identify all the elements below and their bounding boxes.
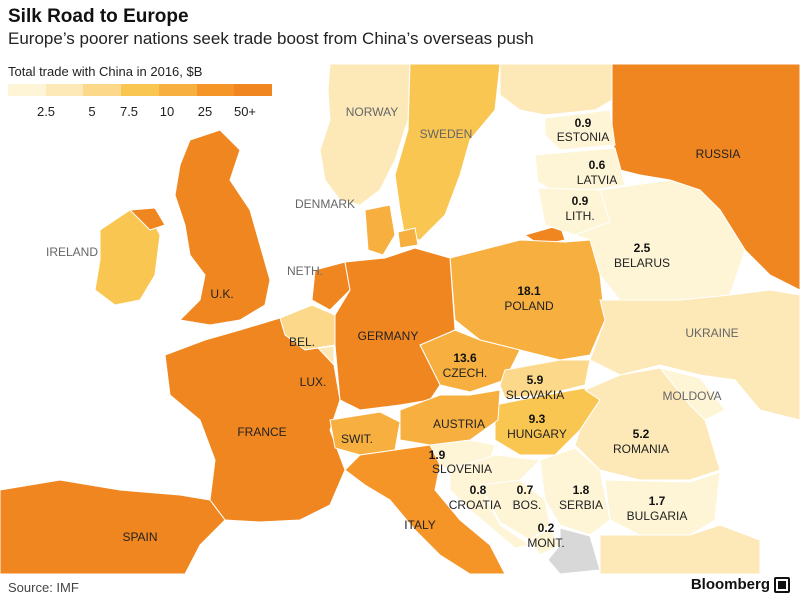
value-bulgaria: 1.7 [649, 494, 666, 508]
label-romania: ROMANIA [613, 442, 669, 456]
region-sweden [394, 64, 501, 241]
region-spain [0, 479, 226, 574]
value-romania: 5.2 [633, 427, 650, 441]
region-netherlands [311, 261, 351, 311]
region-romania [574, 367, 721, 481]
label-netherlands: NETH. [287, 264, 323, 278]
label-slovakia: SLOVAKIA [506, 388, 564, 402]
legend-tick: 10 [159, 104, 175, 119]
label-norway: NORWAY [346, 105, 398, 119]
legend-swatch [234, 84, 273, 96]
region-france [164, 317, 346, 523]
label-latvia: LATVIA [577, 173, 617, 187]
value-lithuania: 0.9 [572, 194, 589, 208]
value-hungary: 9.3 [529, 412, 546, 426]
legend-tick: 25 [197, 104, 213, 119]
label-hungary: HUNGARY [507, 427, 567, 441]
region-uk [174, 129, 271, 326]
region-balkans-south [599, 524, 761, 574]
value-montenegro: 0.2 [538, 521, 555, 535]
value-croatia: 0.8 [470, 483, 487, 497]
legend-tick: 2.5 [36, 104, 56, 119]
brand-name: Bloomberg [690, 576, 770, 593]
legend-tick: 7.5 [119, 104, 139, 119]
legend-swatch [121, 84, 159, 96]
label-sweden: SWEDEN [420, 127, 473, 141]
value-poland: 18.1 [517, 284, 541, 298]
legend-swatch [196, 84, 235, 96]
label-poland: POLAND [504, 299, 554, 313]
label-croatia: CROATIA [449, 498, 501, 512]
label-russia: RUSSIA [696, 147, 741, 161]
region-denmark [364, 204, 396, 256]
label-bosnia: BOS. [513, 498, 542, 512]
region-czech [419, 329, 521, 393]
region-slovakia [499, 359, 591, 399]
value-bosnia: 0.7 [517, 483, 534, 497]
label-belgium: BEL. [289, 335, 315, 349]
label-montenegro: MONT. [527, 536, 564, 550]
legend-swatch [158, 84, 197, 96]
value-czech: 13.6 [453, 351, 477, 365]
legend-tick: 50+ [233, 104, 257, 119]
legend-tick: 5 [88, 104, 96, 119]
label-uk: U.K. [210, 287, 233, 301]
label-moldova: MOLDOVA [662, 389, 721, 403]
label-belarus: BELARUS [614, 256, 670, 270]
region-croatia [449, 454, 542, 549]
legend-title: Total trade with China in 2016, $B [8, 64, 203, 79]
legend-swatch [45, 84, 84, 96]
region-ukraine [589, 289, 800, 421]
region-finland [499, 64, 613, 116]
region-austria [399, 389, 501, 446]
external-link-icon [774, 576, 790, 593]
label-serbia: SERBIA [559, 498, 603, 512]
region-northern-ireland [128, 207, 166, 231]
label-italy: ITALY [404, 518, 436, 532]
label-denmark: DENMARK [295, 197, 355, 211]
value-serbia: 1.8 [573, 483, 590, 497]
europe-map: NORWAY SWEDEN DENMARK IRELAND NETH. U.K.… [0, 64, 800, 574]
region-poland [449, 239, 606, 361]
brand-mark: Bloomberg [691, 576, 790, 593]
region-bosnia [479, 479, 551, 541]
label-luxembourg: LUX. [300, 375, 327, 389]
value-slovakia: 5.9 [527, 373, 544, 387]
legend-swatch [83, 84, 122, 96]
value-slovenia: 1.9 [429, 448, 446, 462]
label-austria: AUSTRIA [433, 417, 485, 431]
chart-subtitle: Europe’s poorer nations seek trade boost… [8, 29, 534, 48]
value-belarus: 2.5 [634, 241, 651, 255]
value-latvia: 0.6 [589, 158, 606, 172]
region-bulgaria [604, 471, 721, 536]
legend-swatch [8, 84, 46, 96]
legend-bar [8, 84, 273, 96]
region-denmark-islands [397, 227, 419, 249]
label-ukraine: UKRAINE [685, 326, 738, 340]
label-estonia: ESTONIA [557, 130, 609, 144]
label-bulgaria: BULGARIA [627, 509, 688, 523]
region-no-data [547, 527, 601, 574]
label-slovenia: SLOVENIA [432, 462, 492, 476]
source-note: Source: IMF [8, 580, 79, 595]
region-serbia [539, 447, 611, 536]
region-estonia [544, 109, 616, 151]
chart-title: Silk Road to Europe [8, 6, 189, 27]
label-france: FRANCE [237, 425, 286, 439]
label-germany: GERMANY [358, 329, 419, 343]
region-italy [344, 444, 506, 574]
label-spain: SPAIN [122, 530, 157, 544]
label-switzerland: SWIT. [341, 432, 373, 446]
label-lithuania: LITH. [565, 209, 594, 223]
label-czech: CZECH. [443, 366, 488, 380]
value-estonia: 0.9 [575, 116, 592, 130]
label-ireland: IRELAND [46, 245, 98, 259]
